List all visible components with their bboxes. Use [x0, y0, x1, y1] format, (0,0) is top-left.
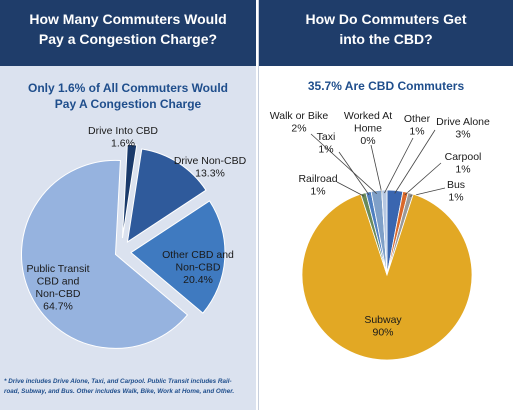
left-chart-subtitle: Only 1.6% of All Commuters Would Pay A C… — [0, 80, 256, 112]
left-slice-label-drive-into-cbd: Drive Into CBD 1.6% — [88, 125, 158, 150]
right-leader-walk-or-bike — [310, 133, 377, 194]
footnote-line-1: * Drive includes Drive Alone, Taxi, and … — [4, 378, 232, 385]
right-slice-label-taxi: Taxi 1% — [317, 131, 336, 156]
right-slice-label-bus: Bus 1% — [447, 179, 465, 204]
right-leader-railroad — [336, 181, 365, 197]
left-subtitle-line-2: Pay A Congestion Charge — [54, 97, 202, 111]
right-slice-label-worked-at: Worked At Home 0% — [344, 110, 392, 147]
left-slice-public-transit — [21, 159, 189, 349]
right-chart-panel: How Do Commuters Get into the CBD? 35.7%… — [258, 0, 513, 410]
left-footnote: * Drive includes Drive Alone, Taxi, and … — [4, 377, 254, 397]
left-slice-label-public-transit: Public Transit CBD and Non-CBD 64.7% — [26, 263, 89, 313]
right-slice-label-subway: Subway 90% — [364, 314, 402, 339]
left-header-line-1: How Many Commuters Would — [29, 11, 227, 27]
left-slice-label-drive-non-cbd: Drive Non-CBD 13.3% — [174, 155, 247, 180]
right-leader-carpool — [404, 162, 442, 196]
right-slice-subway — [301, 193, 473, 361]
left-slice-label-other-cbd-and: Other CBD and Non-CBD 20.4% — [162, 249, 234, 286]
right-slice-other — [381, 189, 388, 276]
right-pie-chart: Drive Alone 3% Carpool 1% Bus 1% Subway 90% Rail… — [270, 110, 490, 361]
left-subtitle-line-1: Only 1.6% of All Commuters Would — [27, 81, 229, 95]
right-slice-label-railroad: Railroad 1% — [298, 173, 337, 198]
right-panel-header: How Do Commuters Get into the CBD? — [259, 0, 513, 66]
right-chart-subtitle: 35.7% Are CBD Commuters — [307, 79, 465, 93]
right-slice-label-other: Other 1% — [404, 113, 431, 138]
left-header-line-2: Pay a Congestion Charge? — [38, 31, 218, 47]
left-panel-header: How Many Commuters Would Pay a Congestio… — [0, 0, 256, 66]
right-header-line-2: into the CBD? — [339, 31, 433, 47]
right-leader-other — [384, 137, 414, 194]
right-leader-worked-at — [370, 144, 383, 194]
right-slice-label-walk-or-bike: Walk or Bike 2% — [270, 110, 329, 135]
footnote-line-2: road, Subway, and Bus. Other includes Wa… — [4, 388, 235, 395]
left-slice-other-cbd-and — [130, 200, 226, 314]
left-slice-drive-into-cbd — [121, 143, 138, 239]
right-slice-label-carpool: Carpool 1% — [445, 151, 482, 176]
right-leader-drive-alone — [394, 129, 436, 194]
left-chart-panel: How Many Commuters Would Pay a Congestio… — [0, 0, 256, 410]
right-slice-label-drive-alone: Drive Alone 3% — [436, 116, 490, 141]
left-pie-chart: Drive Into CBD 1.6% Drive Non-CBD 13.3% Othe… — [21, 125, 247, 349]
right-header-line-1: How Do Commuters Get — [305, 11, 467, 27]
left-slice-drive-non-cbd — [126, 148, 207, 243]
